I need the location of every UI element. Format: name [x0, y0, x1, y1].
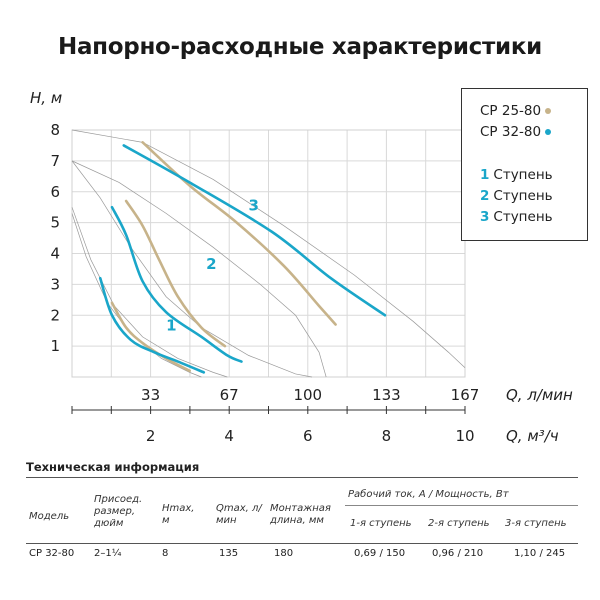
legend-dot-cp25-80 — [545, 108, 552, 114]
series-line-cp2580-stage-2 — [124, 199, 227, 348]
x-tick-label: 100 — [293, 386, 322, 404]
series-line-cp3280-stage-3 — [122, 144, 387, 317]
series-line-cp2580-stage-1 — [110, 301, 191, 373]
legend-stage-1: 1 Ступень — [480, 167, 553, 183]
series-lines — [98, 141, 387, 374]
y-tick-label: 5 — [50, 214, 60, 232]
legend-stage-2: 2 Ступень — [480, 188, 553, 204]
reference-curve — [71, 207, 228, 378]
x-tick-label: 167 — [451, 386, 480, 404]
y-tick-label: 2 — [50, 306, 60, 324]
series-line-cp3280-stage-2 — [110, 205, 243, 363]
cell-stage-1: 0,69 / 150 — [354, 548, 406, 559]
x2-tick-label: 2 — [146, 427, 156, 445]
y-tick-label: 3 — [50, 275, 60, 293]
table-group-rule — [345, 505, 578, 506]
x2-axis-label: Q, м³/ч — [506, 427, 559, 445]
chart-legend: CP 25-80 CP 32-80 1 Ступень 2 Ступень 3 Сту… — [461, 88, 588, 241]
series-line-cp3280-stage-1 — [98, 276, 206, 374]
page-title: Напорно-расходные характеристики — [58, 34, 542, 60]
header-stage-2: 2-я ступень — [428, 518, 490, 529]
y-tick-label: 7 — [50, 152, 60, 170]
legend-item-cp32-80: CP 32-80 — [480, 124, 552, 140]
tech-info-title: Техническая информация — [26, 460, 200, 474]
x2-tick-label: 6 — [303, 427, 313, 445]
x-tick-label: 133 — [372, 386, 401, 404]
reference-curve — [71, 160, 313, 378]
header-hmax: Hmax, м — [162, 503, 195, 526]
y-tick-label: 6 — [50, 183, 60, 201]
y-axis-label: H, м — [30, 89, 62, 107]
x2-tick-label: 4 — [224, 427, 234, 445]
chart-grid — [71, 129, 466, 378]
chart-axes — [71, 406, 466, 414]
x-tick-label: 33 — [141, 386, 160, 404]
series-line-cp2580-stage-3 — [141, 141, 337, 326]
header-power-group: Рабочий ток, А / Мощность, Вт — [348, 489, 509, 500]
y-tick-label: 1 — [50, 337, 60, 355]
x2-tick-label: 10 — [455, 427, 474, 445]
header-stage-3: 3-я ступень — [505, 518, 567, 529]
stage-label-2: 2 — [206, 255, 216, 273]
x-axis-label: Q, л/мин — [506, 386, 573, 404]
header-stage-1: 1-я ступень — [350, 518, 412, 529]
reference-curve — [71, 129, 466, 368]
legend-stage-3: 3 Ступень — [480, 209, 553, 225]
cell-stage-3: 1,10 / 245 — [514, 548, 566, 559]
reference-curve — [71, 160, 327, 378]
cell-hmax: 8 — [162, 548, 169, 559]
header-qmax: Qmax, л/мин — [216, 503, 262, 526]
header-connection: Присоед. размер, дюйм — [94, 494, 143, 529]
stage-label-3: 3 — [248, 196, 258, 214]
cell-model: CP 32-80 — [29, 548, 75, 559]
cell-stage-2: 0,96 / 210 — [432, 548, 484, 559]
y-tick-label: 8 — [50, 121, 60, 139]
y-tick-label: 4 — [50, 245, 60, 263]
x2-tick-label: 8 — [382, 427, 392, 445]
stage-label-1: 1 — [166, 317, 176, 335]
legend-dot-cp32-80 — [545, 129, 552, 135]
cell-connection: 2–1¼ — [94, 548, 122, 559]
legend-item-cp25-80: CP 25-80 — [480, 103, 552, 119]
table-top-rule — [26, 477, 578, 478]
plot-frame — [71, 129, 466, 378]
header-length: Монтажная длина, мм — [270, 503, 331, 526]
reference-curve — [71, 213, 202, 378]
header-model: Модель — [29, 511, 70, 522]
cell-qmax: 135 — [219, 548, 239, 559]
x-tick-label: 67 — [220, 386, 239, 404]
cell-length: 180 — [274, 548, 294, 559]
table-header-rule — [26, 543, 578, 544]
